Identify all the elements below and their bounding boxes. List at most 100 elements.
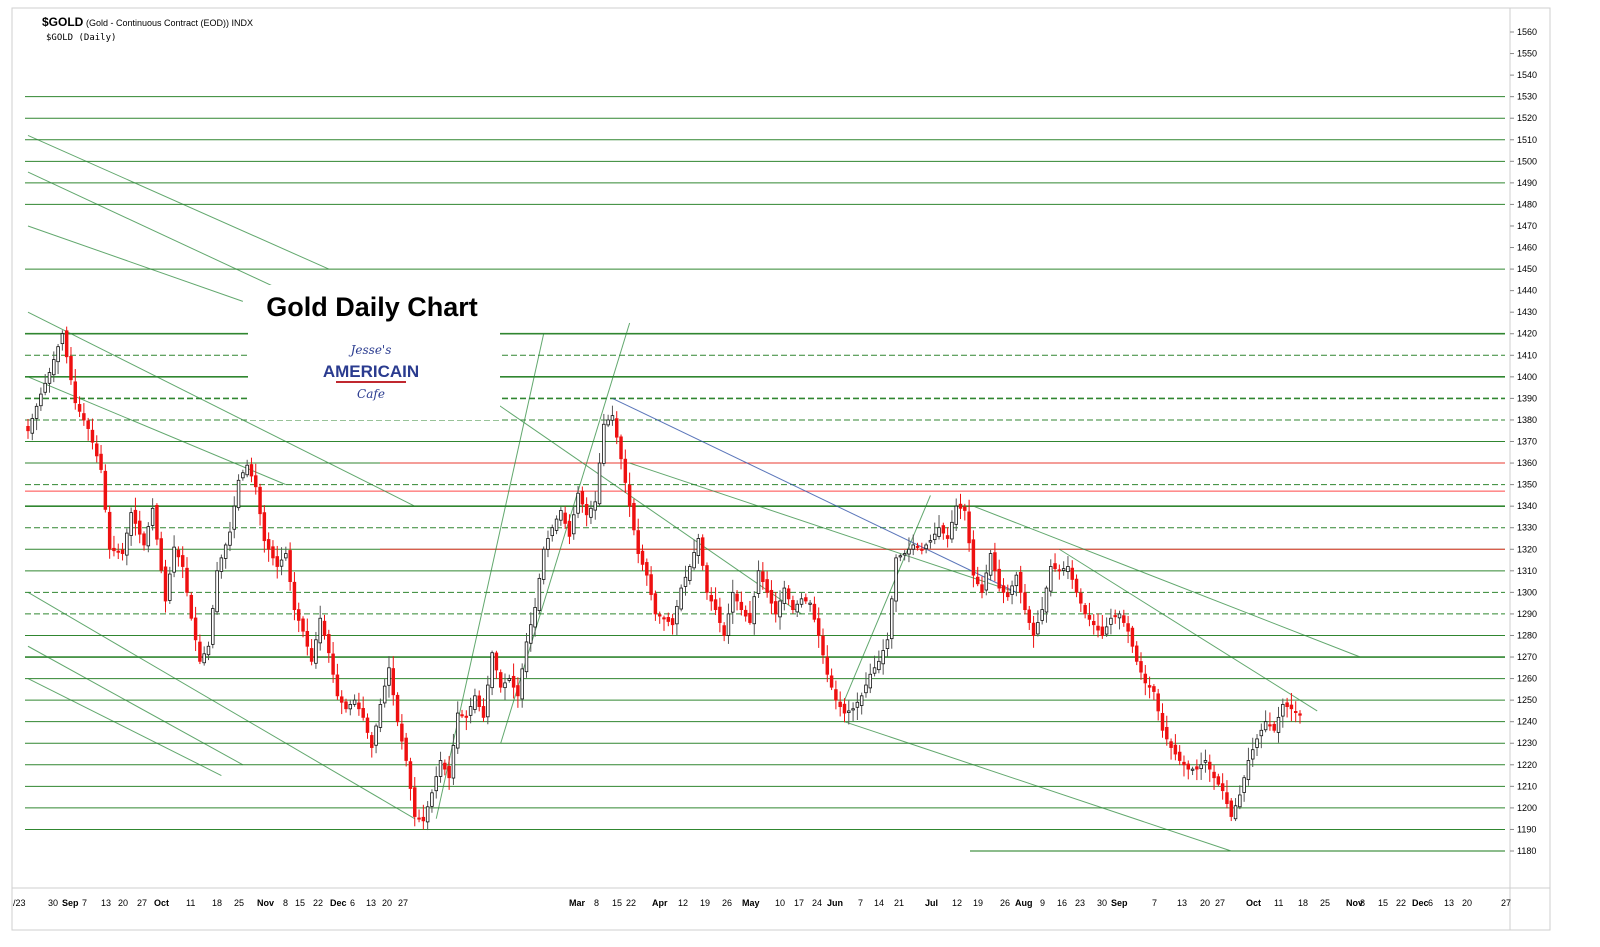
candle: [30, 413, 35, 441]
candle-body: [1122, 615, 1126, 623]
candle-body: [773, 601, 778, 615]
candle-body: [597, 462, 602, 505]
candle-body: [245, 464, 249, 476]
candle-body: [473, 695, 477, 710]
candle-body: [236, 479, 241, 509]
candle: [593, 491, 597, 520]
x-tick-label: Sep: [1111, 898, 1128, 908]
candle-body: [30, 418, 35, 434]
y-tick-label: 1450: [1517, 264, 1537, 274]
candle-body: [688, 566, 692, 581]
candle-body: [103, 470, 108, 510]
candle-body: [421, 816, 426, 822]
candle-body: [1130, 627, 1135, 647]
candle-body: [739, 601, 744, 611]
candle-body: [636, 530, 640, 554]
candle-body: [258, 486, 262, 515]
x-tick-label: /23: [13, 898, 26, 908]
candle: [640, 544, 645, 571]
candle: [666, 612, 671, 627]
candle-body: [26, 426, 30, 432]
candle-body: [550, 527, 555, 537]
candle-body: [950, 521, 954, 540]
candle-body: [589, 507, 593, 518]
candle: [1208, 754, 1212, 782]
y-tick-label: 1310: [1517, 566, 1537, 576]
candle: [1104, 617, 1109, 637]
candle: [378, 698, 383, 733]
candle-body: [619, 436, 623, 460]
candle: [541, 546, 546, 585]
candle: [26, 418, 30, 439]
candle-body: [391, 668, 396, 696]
candle-body: [1031, 622, 1036, 636]
candle-body: [348, 704, 353, 710]
y-tick-label: 1320: [1517, 544, 1537, 554]
title-box-background: [248, 285, 500, 420]
x-tick-label: 15: [1378, 898, 1388, 908]
candle: [249, 457, 254, 483]
candle: [206, 641, 211, 661]
x-tick-label: 25: [234, 898, 244, 908]
candle-body: [894, 557, 898, 602]
candle-body: [211, 608, 215, 645]
logo-bottom-text: Cafe: [357, 387, 385, 401]
x-tick-label: 12: [678, 898, 688, 908]
candle-body: [288, 550, 292, 582]
candle: [271, 540, 275, 566]
candle-body: [370, 735, 374, 748]
x-tick-label: 30: [48, 898, 58, 908]
candle: [718, 597, 722, 633]
candle-body: [112, 547, 116, 552]
candle: [885, 632, 890, 657]
candle: [516, 677, 520, 708]
candle: [1091, 614, 1096, 635]
candle: [1139, 652, 1143, 680]
candle-body: [1044, 587, 1049, 613]
candle-body: [1117, 613, 1122, 619]
y-tick-label: 1260: [1517, 674, 1537, 684]
candle-body: [266, 539, 271, 550]
candle-body: [782, 587, 787, 604]
candle-body: [898, 555, 903, 558]
candle: [696, 533, 701, 564]
candle: [937, 515, 941, 540]
candle-body: [1208, 761, 1212, 770]
candle: [494, 650, 499, 679]
candle: [1152, 684, 1156, 701]
candle-body: [1246, 760, 1251, 781]
x-tick-label: 16: [1057, 898, 1067, 908]
candle: [898, 553, 903, 562]
candle-body: [662, 617, 666, 620]
candle-body: [434, 776, 438, 792]
candle: [1220, 773, 1225, 800]
channel-line: [435, 333, 545, 819]
candle-body: [443, 762, 447, 770]
candle: [1044, 585, 1049, 623]
x-tick-label: Jul: [925, 898, 938, 908]
candle: [821, 628, 825, 664]
candle-body: [1053, 563, 1057, 570]
candle: [365, 713, 370, 739]
candle: [443, 759, 447, 776]
candle: [786, 585, 791, 605]
x-tick-label: Apr: [652, 898, 668, 908]
candle-body: [185, 567, 189, 593]
y-tick-label: 1360: [1517, 458, 1537, 468]
chart-subtitle: $GOLD (Daily): [46, 33, 116, 43]
candle-body: [576, 492, 580, 514]
candle: [1014, 571, 1019, 597]
candle: [1203, 749, 1208, 773]
candle-body: [1285, 702, 1289, 707]
candle: [498, 669, 503, 693]
candle-body: [425, 806, 430, 823]
y-tick-label: 1440: [1517, 286, 1537, 296]
candle-body: [847, 710, 851, 713]
candle: [997, 559, 1001, 592]
candle-body: [1010, 585, 1014, 595]
candle: [335, 663, 340, 700]
candle-body: [1014, 574, 1019, 587]
candle: [125, 528, 129, 566]
y-tick-label: 1520: [1517, 113, 1537, 123]
channel-line: [1059, 548, 1318, 712]
